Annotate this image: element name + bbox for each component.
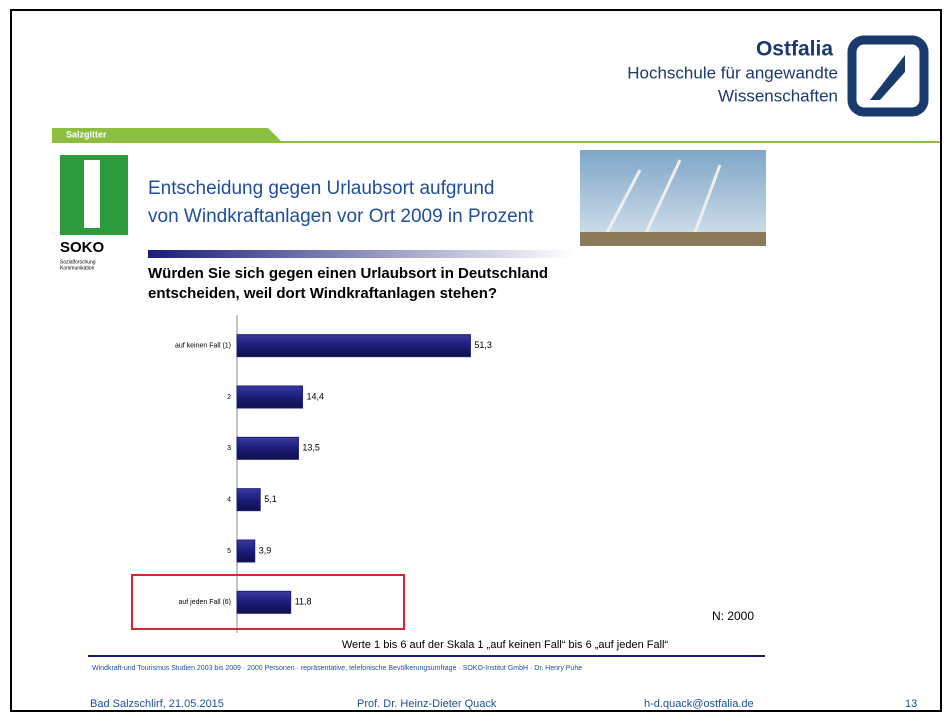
photo	[580, 150, 766, 247]
brand-line: Wissenschaften	[718, 86, 838, 105]
scale-note: Werte 1 bis 6 auf der Skala 1 „auf keine…	[342, 639, 669, 651]
soko-text: SOKO	[60, 239, 105, 256]
footer-author: Prof. Dr. Heinz-Dieter Quack	[357, 698, 497, 710]
bar	[236, 436, 299, 460]
highlight-box	[131, 574, 405, 630]
category-label: 4	[227, 497, 231, 504]
slide-title: Entscheidung gegen Urlaubsort aufgrund	[148, 178, 494, 199]
category-label: 3	[227, 445, 231, 452]
category-label: auf keinen Fall (1)	[175, 343, 231, 350]
soko-sub: Kommunikation	[60, 265, 95, 271]
title-rule	[148, 250, 573, 258]
category-label: 5	[227, 548, 231, 555]
question: entscheiden, weil dort Windkraftanlagen …	[148, 285, 497, 302]
tab	[52, 128, 282, 142]
value-label: 11,8	[295, 597, 312, 607]
soko-logo	[60, 155, 128, 235]
value-label: 51,3	[474, 340, 492, 350]
source: Windkraft-und Tourismus Studien 2003 bis…	[92, 665, 582, 672]
brand-line: Hochschule für angewandte	[627, 63, 838, 82]
value-label: 3,9	[259, 545, 272, 555]
n-note: N: 2000	[712, 609, 754, 623]
category-label: 2	[227, 394, 231, 401]
footer-email: h-d.quack@ostfalia.de	[644, 698, 754, 710]
footer-place: Bad Salzschlirf, 21.05.2015	[90, 698, 224, 710]
value-label: 13,5	[302, 443, 320, 453]
bar	[236, 539, 256, 563]
bar	[236, 488, 261, 512]
slide-frame	[10, 9, 942, 712]
brand: Ostfalia	[756, 38, 833, 61]
question: Würden Sie sich gegen einen Urlaubsort i…	[148, 265, 548, 282]
bar	[236, 590, 292, 614]
soko-sub: Sozialforschung	[60, 259, 96, 265]
category-label: auf jeden Fall (6)	[178, 599, 231, 606]
ostfalia-logo	[847, 35, 929, 117]
footer-page: 13	[905, 698, 917, 710]
bar	[236, 385, 304, 409]
bar	[236, 334, 471, 358]
value-label: 5,1	[264, 494, 277, 504]
tab-label: Salzgitter	[66, 129, 107, 139]
value-label: 14,4	[307, 391, 325, 401]
slide-title: von Windkraftanlagen vor Ort 2009 in Pro…	[148, 206, 534, 227]
